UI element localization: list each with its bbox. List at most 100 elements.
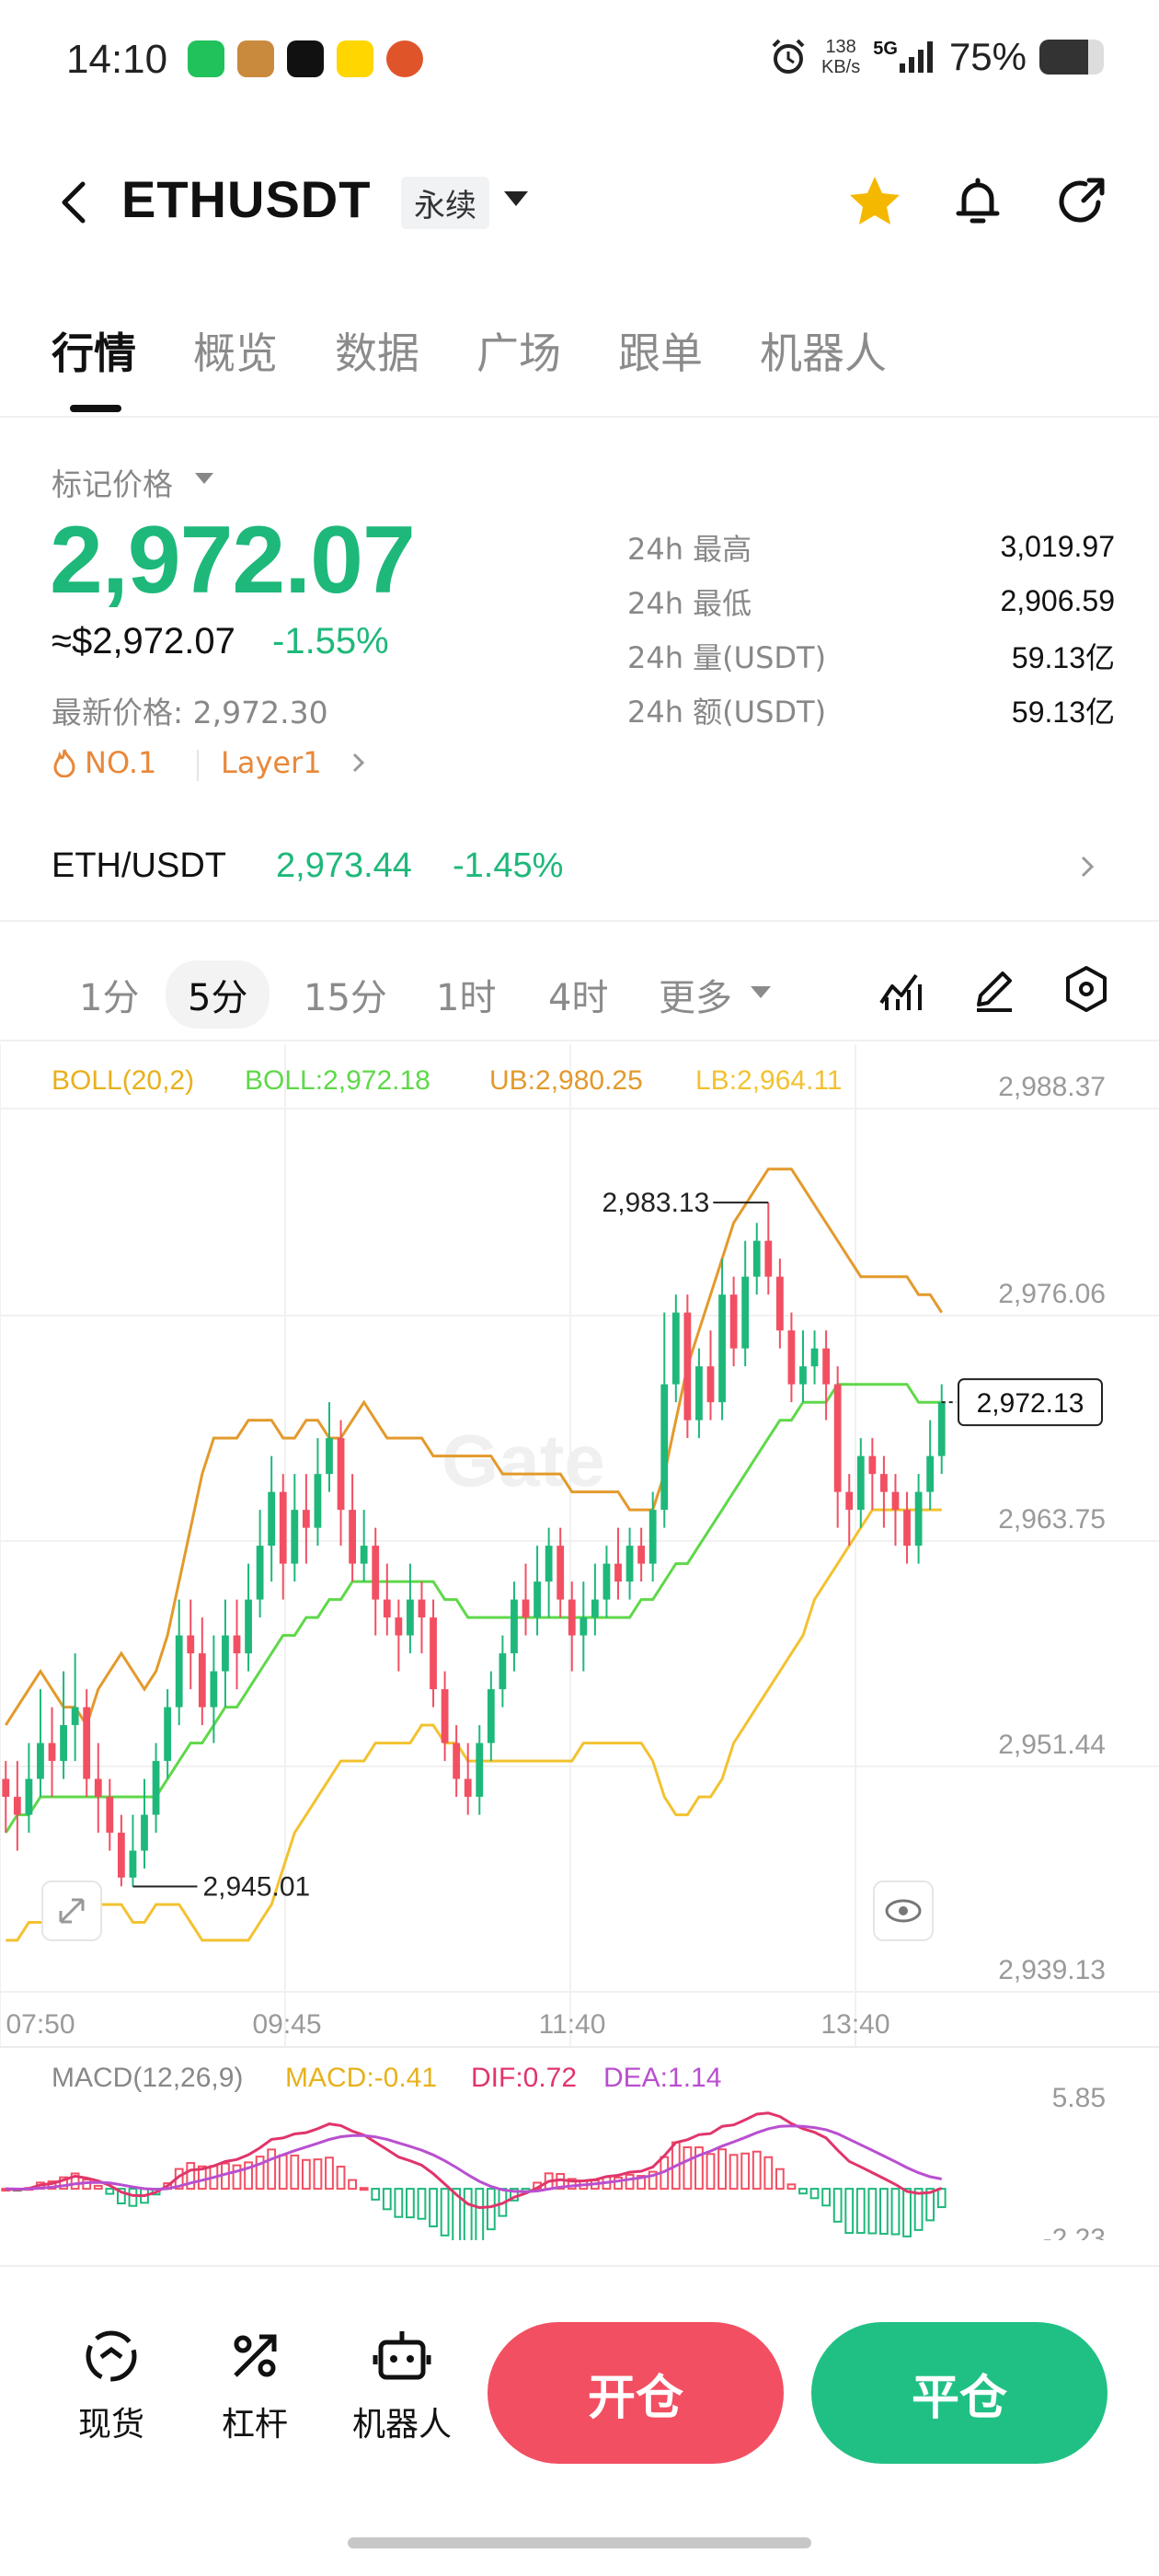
candle-body [372,1546,380,1600]
candle-body [487,1689,495,1743]
candle-body [13,1797,21,1815]
stat-row-low: 24h 最低 2,906.59 [627,574,1115,628]
mark-price-label[interactable]: 标记价格 [52,466,173,502]
open-position-button[interactable]: 开仓 [488,2322,784,2464]
chevron-right-icon[interactable] [1074,854,1100,880]
macd-legend-dif: DIF:0.72 [471,2063,577,2093]
rank-tag[interactable]: NO.1 [52,745,156,780]
stat-value: 2,906.59 [1000,584,1115,617]
macd-histogram-bar [855,2188,866,2235]
caret-down-icon[interactable] [751,986,771,998]
macd-histogram-bar [902,2188,912,2237]
candlestick-chart[interactable]: Gate 2,988.37 2,976.06 2,963.75 2,951.44 2,93… [0,1044,1159,2254]
y-axis-label: 2,976.06 [998,1279,1106,1309]
tab-overview[interactable]: 概览 [193,328,278,378]
interval-1h[interactable]: 1时 [436,977,497,1019]
bottom-bar: 现货 杠杆 机器人 开仓 平仓 [0,2265,1159,2534]
candle-body [210,1671,218,1708]
last-price: 最新价格: 2,972.30 [52,695,328,730]
contract-symbol[interactable]: ETHUSDT [121,170,372,228]
tab-square[interactable]: 广场 [476,328,561,378]
macd-histogram-bar [371,2188,381,2201]
candle-body [545,1546,553,1582]
category-tag[interactable]: Layer1 [221,745,322,780]
back-arrow-icon[interactable] [48,175,103,230]
candle-body [360,1546,368,1564]
star-icon[interactable] [843,169,907,234]
indicator-icon[interactable] [874,962,927,1016]
x-axis-label: 13:40 [820,2009,889,2040]
stat-label: 24h 额(USDT) [627,694,827,730]
alarm-icon [772,39,805,74]
interval-bar: 1分 5分 15分 1时 4时 更多 [0,938,1159,1041]
chevron-right-icon[interactable] [346,751,370,775]
interval-4h[interactable]: 4时 [548,977,609,1019]
active-tab-indicator [70,405,121,412]
candle-body [729,1294,738,1349]
macd-histogram-bar [232,2164,242,2191]
interval-more[interactable]: 更多 [659,977,732,1019]
candle-body [810,1348,819,1367]
game-icon [237,40,274,77]
candle-body [441,1689,449,1743]
candle-body [349,1510,357,1564]
candle-body [326,1438,333,1475]
stat-label: 24h 量(USDT) [627,639,827,675]
candle-body [117,1833,125,1878]
interval-1m[interactable]: 1分 [79,977,140,1019]
y-axis-label: 2,963.75 [998,1504,1106,1535]
tab-market[interactable]: 行情 [52,328,136,378]
candle-body [660,1384,669,1511]
candle-body [152,1761,160,1815]
macd-histogram-bar [70,2172,80,2191]
draw-pen-icon[interactable] [968,962,1021,1016]
caret-down-icon[interactable] [195,473,213,484]
macd-histogram-bar [625,2173,635,2191]
chart-area[interactable]: Gate 2,988.37 2,976.06 2,963.75 2,951.44 2,93… [0,1044,1159,2254]
battery-icon [1039,40,1104,75]
macd-histogram-bar [694,2146,704,2191]
home-indicator[interactable] [348,2537,811,2548]
macd-histogram-bar [116,2188,126,2205]
spot-change: -1.45% [453,846,564,885]
share-icon[interactable] [1049,169,1113,234]
candle-body [868,1455,877,1475]
macd-histogram-bar [440,2188,450,2237]
settings-hexagon-icon[interactable] [1060,962,1113,1016]
y-axis-label: 2,951.44 [998,1730,1106,1760]
tab-data[interactable]: 数据 [335,328,419,378]
candle-body [256,1546,264,1600]
status-bar: 14:10 138 KB/s 5G 75% [0,0,1159,124]
stat-value: 59.13亿 [1011,695,1115,729]
candle-body [787,1330,796,1385]
caret-down-icon[interactable] [504,191,528,206]
tab-bots[interactable]: 机器人 [760,328,887,378]
macd-histogram-bar [301,2158,311,2191]
macd-histogram-bar [717,2148,727,2191]
stat-row-volume: 24h 量(USDT) 59.13亿 [627,628,1115,683]
network-type: 5G [873,39,936,73]
macd-histogram-bar [475,2188,485,2243]
macd-histogram-bar [844,2188,855,2235]
interval-15m[interactable]: 15分 [304,977,387,1019]
interval-5m[interactable]: 5分 [166,960,270,1029]
watermark-text: Gate [442,1420,605,1501]
macd-legend-macd: MACD:-0.41 [285,2063,437,2093]
tab-copy-trade[interactable]: 跟单 [618,328,703,378]
dea-line [6,2124,942,2193]
candle-body [833,1384,842,1492]
macd-histogram-bar [798,2188,808,2195]
nav-margin[interactable]: 杠杆 [195,2324,315,2445]
status-time: 14:10 [66,37,168,82]
macd-histogram-bar [186,2162,196,2191]
bell-icon[interactable] [946,169,1010,234]
candle-body [187,1635,195,1654]
close-position-button[interactable]: 平仓 [811,2322,1107,2464]
spot-price-row[interactable]: ETH/USDT 2,973.44 -1.45% [0,819,1159,922]
contract-type-badge[interactable]: 永续 [401,177,489,229]
nav-spot[interactable]: 现货 [52,2324,171,2445]
candle-body [580,1617,588,1636]
nav-bots[interactable]: 机器人 [342,2324,462,2445]
macd-histogram-bar [429,2188,438,2227]
candle-body [856,1455,865,1511]
